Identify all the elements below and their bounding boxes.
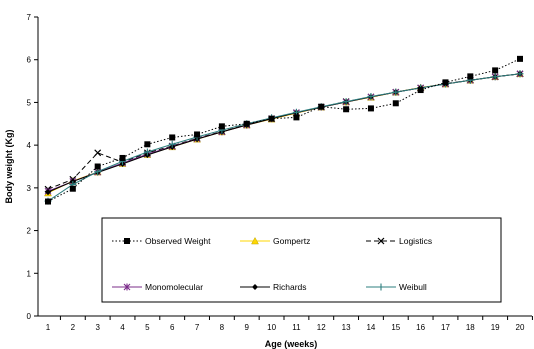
series-gompertz [44,69,524,197]
series-line [47,73,521,190]
data-point [194,131,201,138]
data-point [45,198,51,205]
y-tick-label: 3 [27,184,32,193]
x-tick-label: 4 [120,323,125,332]
data-point [268,115,275,122]
series-line [47,73,521,202]
legend-label: Richards [273,282,307,292]
legend-items: Observed Weight Gompertz Logistics Monomole… [112,236,432,292]
data-point [517,55,523,62]
x-tick-label: 19 [491,323,500,332]
data-point [94,163,101,170]
y-tick-label: 1 [27,269,32,278]
x-tick-label: 5 [145,323,150,332]
y-tick-label: 4 [27,141,32,150]
x-tick-label: 6 [170,323,175,332]
legend-swatch-marker [251,236,259,245]
x-tick-label: 1 [46,323,51,332]
x-tick-label: 20 [516,323,525,332]
x-tick-label: 3 [95,323,100,332]
x-tick-label: 16 [416,323,425,332]
x-tick-label: 12 [317,323,326,332]
x-tick-label: 2 [71,323,76,332]
data-point [367,105,374,112]
y-tick-label: 5 [27,98,32,107]
series-logistics [44,70,524,193]
series-line [47,58,521,202]
legend-label: Weibull [399,282,427,292]
data-point [442,79,449,86]
data-point [169,134,176,141]
data-point [143,148,151,156]
legend-swatch-marker [252,284,258,290]
x-tick-label: 7 [195,323,200,332]
y-axis-ticks: 0 1 2 3 4 5 6 7 [27,13,38,321]
legend: Observed Weight Gompertz Logistics Monomole… [101,217,502,303]
legend-label: Gompertz [273,236,310,246]
legend-item-gompertz: Gompertz [240,236,310,246]
x-tick-label: 8 [220,323,225,332]
legend-label: Logistics [399,236,432,246]
x-axis-ticks: 1 2 3 4 5 6 7 8 9 10 11 12 13 14 15 16 17 18 19 20 [46,316,533,332]
data-point [417,87,424,94]
series-layer [44,55,524,205]
data-point [492,67,499,74]
legend-label: Monomolecular [145,282,203,292]
data-point [144,141,151,148]
data-point [342,98,350,106]
data-point [119,154,126,161]
x-tick-label: 15 [391,323,400,332]
series-weibull [44,70,524,205]
data-point [392,88,400,96]
data-point [392,100,399,107]
series-monomolecular [44,70,524,195]
x-tick-label: 9 [245,323,250,332]
y-tick-label: 2 [27,227,32,236]
x-tick-label: 17 [441,323,450,332]
legend-item-richards: Richards [240,282,307,292]
series-observed-weight [45,55,523,205]
legend-item-observed-weight: Observed Weight [112,236,211,246]
legend-item-weibull: Weibull [366,282,427,292]
data-point [516,70,524,78]
legend-swatch-marker [377,237,385,245]
legend-item-logistics: Logistics [366,236,432,246]
x-tick-label: 18 [466,323,475,332]
data-point [367,92,375,100]
legend-swatch-marker [377,283,385,291]
series-richards [45,70,523,196]
series-line [47,73,521,193]
data-point [243,120,250,127]
data-point [218,123,225,130]
x-tick-label: 13 [342,323,351,332]
y-tick-label: 6 [27,56,32,65]
x-axis-title: Age (weeks) [265,339,318,349]
y-tick-label: 0 [27,312,32,321]
y-tick-label: 7 [27,13,32,22]
data-point [467,73,474,80]
data-point [491,73,499,81]
legend-box [101,217,502,303]
x-tick-label: 14 [366,323,375,332]
data-point [168,140,176,148]
data-point [293,114,300,121]
legend-swatch-marker [123,283,131,291]
legend-swatch-marker [124,238,130,244]
legend-item-monomolecular: Monomolecular [112,282,203,292]
legend-label: Observed Weight [145,236,211,246]
y-axis-title: Body weight (Kg) [4,130,14,204]
data-point [94,149,102,157]
data-point [69,185,76,192]
series-line [47,73,521,192]
data-point [318,103,325,110]
data-point [45,189,51,196]
data-point [343,106,350,113]
x-tick-label: 11 [292,323,301,332]
series-line [47,73,521,194]
x-tick-label: 10 [267,323,276,332]
